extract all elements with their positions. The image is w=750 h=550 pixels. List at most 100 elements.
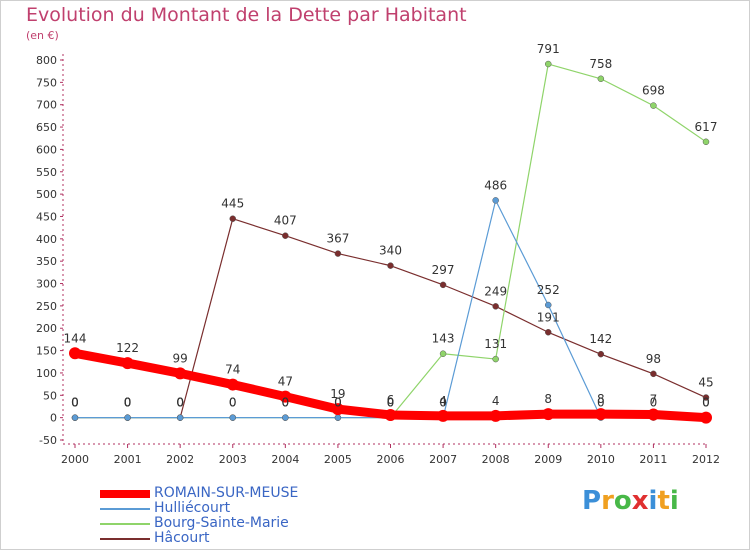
y-tick-label: 800 (36, 54, 57, 67)
data-point (700, 411, 712, 424)
x-tick-label: 2004 (271, 453, 299, 466)
data-label: 98 (646, 352, 661, 366)
data-label: 47 (278, 375, 293, 389)
data-point (69, 347, 81, 360)
data-label: 7 (650, 393, 658, 407)
data-point (439, 281, 447, 289)
x-tick-label: 2000 (61, 453, 89, 466)
y-tick-label: 0 (50, 412, 57, 425)
legend-item: Bourg-Sainte-Marie (100, 516, 298, 531)
data-label: 191 (537, 310, 560, 324)
data-label: 617 (695, 120, 718, 134)
y-tick-label: 550 (36, 166, 57, 179)
data-label: 6 (387, 393, 395, 407)
data-point (437, 409, 450, 422)
data-label: 0 (597, 396, 605, 410)
chart-title: Evolution du Montant de la Dette par Hab… (26, 4, 467, 26)
data-label: 8 (544, 392, 552, 406)
proxiti-logo: Proxiti (582, 486, 679, 516)
x-tick-label: 2009 (534, 453, 562, 466)
chart-subtitle: (en €) (26, 29, 59, 42)
legend-swatch (100, 489, 150, 498)
data-label: 0 (124, 396, 132, 410)
y-tick-label: 500 (36, 188, 57, 201)
data-label: 122 (116, 341, 139, 355)
data-point (492, 355, 499, 363)
legend-swatch (100, 507, 150, 510)
data-label: 758 (589, 57, 612, 71)
data-label: 0 (229, 396, 237, 410)
legend-label: ROMAIN-SUR-MEUSE (154, 485, 299, 501)
y-tick-label: 50 (43, 389, 57, 402)
y-tick-label: 700 (36, 99, 57, 112)
data-point (384, 408, 397, 421)
data-point (229, 414, 236, 421)
x-tick-label: 2003 (219, 453, 247, 466)
data-point (489, 409, 502, 422)
data-label: 0 (439, 396, 447, 410)
data-label: 8 (597, 392, 605, 406)
y-tick-label: 650 (36, 121, 57, 134)
data-label: 0 (282, 396, 290, 410)
y-tick-label: 300 (36, 278, 57, 291)
data-point (597, 75, 605, 83)
legend-item: ROMAIN-SUR-MEUSE (100, 486, 298, 501)
data-point (282, 232, 289, 239)
data-point (594, 408, 607, 421)
y-tick-label: -50 (39, 434, 57, 447)
data-label: 486 (484, 178, 507, 192)
data-label: 297 (432, 263, 455, 277)
data-label: 0 (334, 396, 342, 410)
data-point (702, 394, 710, 401)
legend-item: Hâcourt (100, 531, 298, 546)
legend-item: Hulliécourt (100, 501, 298, 516)
x-tick-label: 2010 (587, 453, 615, 466)
data-label: 0 (176, 396, 184, 410)
data-label: 698 (642, 84, 665, 98)
x-tick-label: 2002 (166, 453, 194, 466)
data-label: 0 (387, 396, 395, 410)
y-tick-label: 150 (36, 345, 57, 358)
data-point (282, 414, 289, 421)
data-label: 19 (330, 387, 345, 401)
x-tick-label: 2005 (324, 453, 352, 466)
data-label: 144 (64, 331, 87, 345)
data-label: 407 (274, 214, 297, 228)
data-point (176, 414, 184, 421)
data-point (334, 250, 342, 257)
legend-swatch (100, 537, 150, 540)
series-line-1 (74, 199, 707, 419)
data-label: 0 (282, 396, 290, 410)
data-label: 0 (71, 396, 79, 410)
data-label: 0 (334, 396, 342, 410)
data-label: 143 (432, 332, 455, 346)
data-point (124, 414, 131, 421)
data-point (492, 197, 499, 204)
data-label: 0 (124, 396, 132, 410)
data-point (226, 378, 239, 391)
x-tick-label: 2011 (639, 453, 667, 466)
data-point (439, 350, 447, 357)
data-label: 0 (650, 396, 658, 410)
data-point (542, 408, 555, 421)
data-label: 99 (173, 351, 188, 365)
legend-swatch (100, 522, 150, 525)
data-label: 0 (702, 396, 710, 410)
data-point (647, 408, 660, 421)
data-label: 791 (537, 42, 560, 56)
data-point (331, 403, 344, 416)
data-label: 0 (702, 396, 710, 410)
x-tick-label: 2008 (482, 453, 510, 466)
data-point (650, 102, 657, 109)
y-tick-label: 200 (36, 322, 57, 335)
data-label: 249 (484, 284, 507, 298)
data-label: 131 (484, 337, 507, 351)
y-tick-label: 400 (36, 233, 57, 246)
y-tick-label: 450 (36, 210, 57, 223)
y-tick-label: 600 (36, 143, 57, 156)
legend-label: Hâcourt (154, 530, 210, 546)
data-point (597, 350, 605, 358)
data-point (545, 329, 552, 336)
y-tick-label: 350 (36, 255, 57, 268)
